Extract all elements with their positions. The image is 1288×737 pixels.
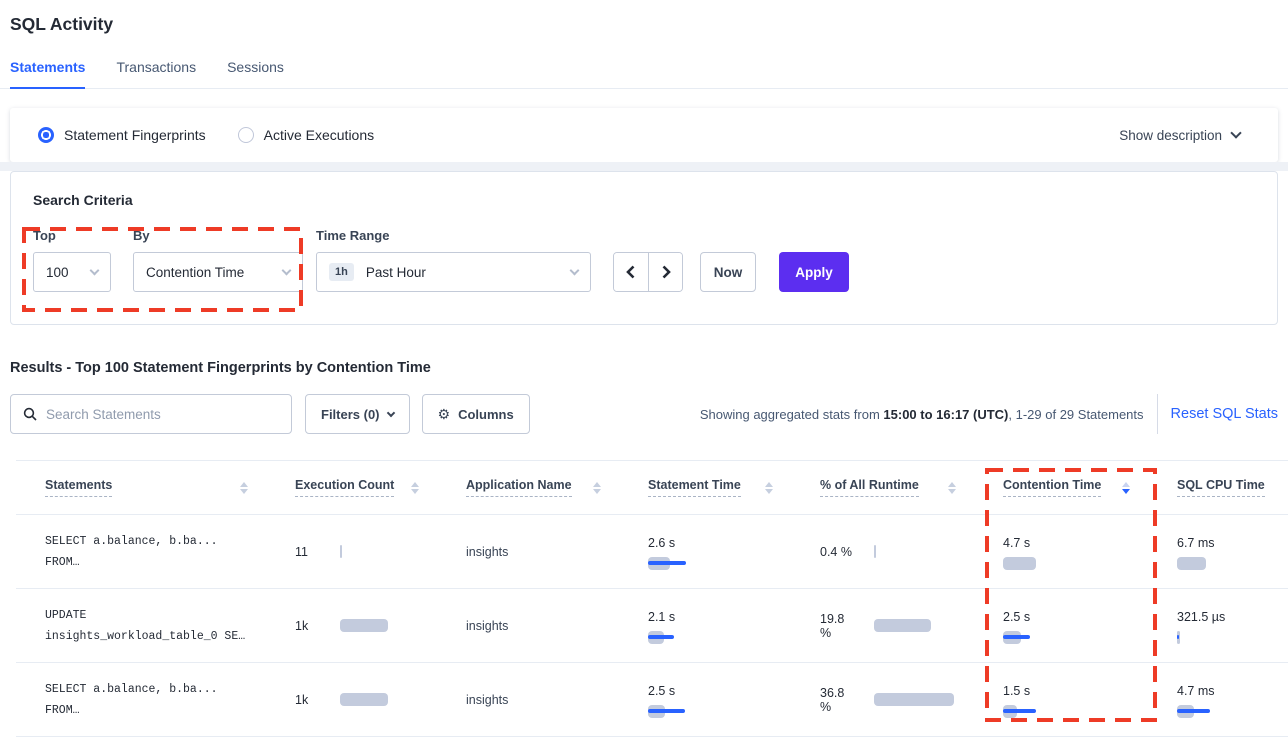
statement-time-bar <box>648 704 740 718</box>
next-time-range-button[interactable] <box>648 253 682 291</box>
by-select[interactable]: Contention Time <box>133 252 303 292</box>
results-heading: Results - Top 100 Statement Fingerprints… <box>10 360 431 376</box>
contention-time-cell: 1.5 s <box>974 682 1148 718</box>
sort-icon <box>411 481 419 494</box>
column-header-execution-count[interactable]: Execution Count <box>266 478 437 497</box>
sql-cpu-time-bar <box>1177 704 1269 718</box>
statement-time-cell: 2.6 s <box>619 534 791 570</box>
contention-time-cell: 2.5 s <box>974 608 1148 644</box>
statements-table: Statements Execution Count Application N… <box>16 460 1288 737</box>
sql-cpu-time-bar <box>1177 556 1269 570</box>
runtime-percent-bar <box>874 619 966 632</box>
statement-link[interactable]: SELECT a.balance, b.ba... FROM… <box>45 682 218 717</box>
sort-icon <box>240 481 248 494</box>
statement-link[interactable]: SELECT a.balance, b.ba... FROM… <box>45 534 218 569</box>
column-header-statement-time[interactable]: Statement Time <box>619 478 791 497</box>
chevron-down-icon <box>569 265 580 275</box>
statement-link[interactable]: UPDATE insights_workload_table_0 SE… <box>45 608 246 643</box>
time-range-badge: 1h <box>329 263 354 281</box>
sort-icon <box>948 481 956 494</box>
radio-statement-fingerprints[interactable]: Statement Fingerprints <box>38 127 206 143</box>
by-field: By Contention Time <box>133 228 303 292</box>
search-criteria-title: Search Criteria <box>33 192 133 208</box>
table-header-row: Statements Execution Count Application N… <box>16 461 1288 515</box>
time-range-nav <box>613 252 683 292</box>
chevron-down-icon <box>1230 127 1242 139</box>
column-header-contention-time[interactable]: Contention Time <box>974 478 1148 497</box>
table-row: SELECT a.balance, b.ba... FROM… 1k insig… <box>16 663 1288 737</box>
tab-bar: Statements Transactions Sessions <box>0 59 1288 89</box>
filters-button[interactable]: Filters (0) <box>305 394 410 434</box>
execution-count-cell: 1k <box>266 619 437 633</box>
gear-icon: ⚙ <box>437 406 451 422</box>
view-toggle-bar: Statement Fingerprints Active Executions… <box>10 108 1278 162</box>
section-divider <box>0 162 1288 171</box>
page-title: SQL Activity <box>10 14 114 34</box>
chevron-right-icon <box>662 265 671 279</box>
column-header-application-name[interactable]: Application Name <box>437 478 619 497</box>
tab-transactions[interactable]: Transactions <box>116 59 197 75</box>
now-button[interactable]: Now <box>700 252 756 292</box>
chevron-down-icon <box>281 265 292 275</box>
column-header-sql-cpu-time[interactable]: SQL CPU Time <box>1148 478 1288 497</box>
sort-desc-icon <box>1122 481 1130 494</box>
application-name-cell: insights <box>466 544 509 559</box>
search-criteria-panel: Search Criteria Top 100 By Contention Ti… <box>10 171 1278 325</box>
columns-button[interactable]: ⚙ Columns <box>421 394 530 434</box>
statement-time-cell: 2.5 s <box>619 682 791 718</box>
column-header-statements[interactable]: Statements <box>16 478 266 497</box>
statement-time-cell: 2.1 s <box>619 608 791 644</box>
tab-sessions[interactable]: Sessions <box>227 59 284 75</box>
chevron-down-icon <box>89 265 100 275</box>
table-row: UPDATE insights_workload_table_0 SE… 1k … <box>16 589 1288 663</box>
aggregated-stats-text: Showing aggregated stats from 15:00 to 1… <box>699 406 1144 422</box>
radio-selected-icon <box>38 127 54 143</box>
chevron-down-icon <box>386 408 395 417</box>
reset-sql-stats-link[interactable]: Reset SQL Stats <box>1170 406 1278 422</box>
column-header-runtime-percent[interactable]: % of All Runtime <box>791 478 974 497</box>
contention-time-bar <box>1003 630 1095 644</box>
sort-icon <box>765 481 773 494</box>
sql-cpu-time-cell: 6.7 ms <box>1148 534 1288 570</box>
tab-statements[interactable]: Statements <box>10 59 86 89</box>
sql-cpu-time-cell: 321.5 µs <box>1148 608 1288 644</box>
chevron-left-icon <box>626 265 635 279</box>
previous-time-range-button[interactable] <box>614 253 648 291</box>
divider <box>1156 394 1158 434</box>
sql-cpu-time-cell: 4.7 ms <box>1148 682 1288 718</box>
sort-icon <box>593 481 601 494</box>
execution-count-cell: 11 <box>266 545 437 559</box>
application-name-cell: insights <box>466 692 509 707</box>
top-field: Top 100 <box>33 228 111 292</box>
contention-time-cell: 4.7 s <box>974 534 1148 570</box>
time-range-field: Time Range 1h Past Hour <box>316 228 591 292</box>
radio-active-executions[interactable]: Active Executions <box>237 127 374 143</box>
search-icon <box>23 407 37 421</box>
execution-count-cell: 1k <box>266 693 437 707</box>
execution-count-bar <box>340 545 432 558</box>
results-controls: Filters (0) ⚙ Columns Showing aggregated… <box>10 394 1278 434</box>
application-name-cell: insights <box>466 618 509 633</box>
runtime-percent-cell: 36.8 % <box>791 686 974 714</box>
runtime-percent-bar <box>874 545 966 558</box>
execution-count-bar <box>340 619 432 632</box>
statement-time-bar <box>648 630 740 644</box>
table-row: SELECT a.balance, b.ba... FROM… 11 insig… <box>16 515 1288 589</box>
runtime-percent-cell: 0.4 % <box>791 545 974 559</box>
time-range-select[interactable]: 1h Past Hour <box>316 252 591 292</box>
search-statements-box[interactable] <box>10 394 292 434</box>
contention-time-bar <box>1003 556 1095 570</box>
apply-button[interactable]: Apply <box>779 252 849 292</box>
show-description-toggle[interactable]: Show description <box>1119 127 1242 143</box>
runtime-percent-bar <box>874 693 966 706</box>
statement-time-bar <box>648 556 740 570</box>
radio-unselected-icon <box>237 127 254 143</box>
search-statements-input[interactable] <box>46 406 279 422</box>
contention-time-bar <box>1003 704 1095 718</box>
top-select[interactable]: 100 <box>33 252 111 292</box>
runtime-percent-cell: 19.8 % <box>791 612 974 640</box>
execution-count-bar <box>340 693 432 706</box>
sql-cpu-time-bar <box>1177 630 1269 644</box>
